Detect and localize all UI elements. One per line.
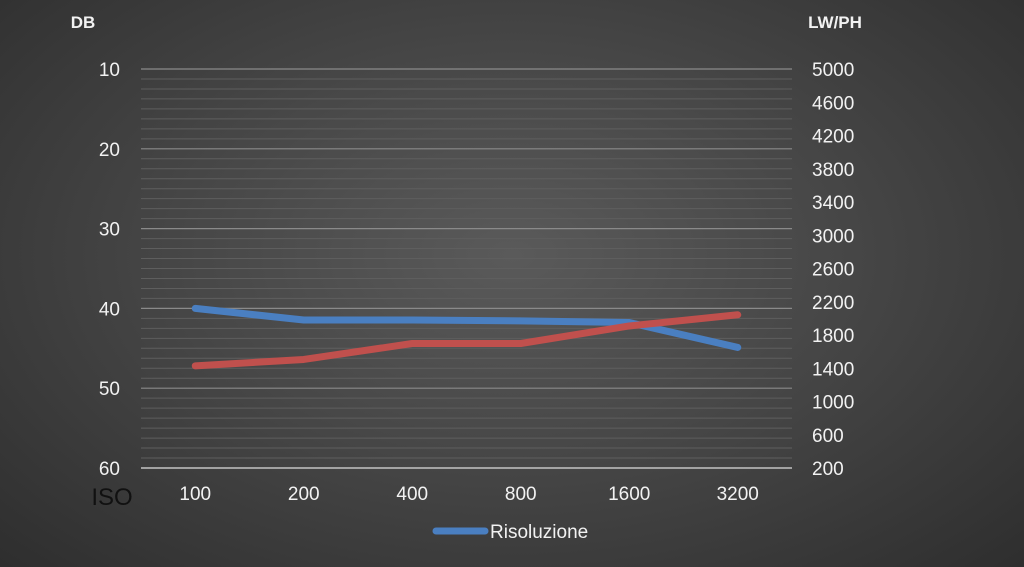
right-tick-label: 4200 xyxy=(812,127,854,148)
left-tick-label: 20 xyxy=(99,140,120,161)
left-tick-label: 50 xyxy=(99,379,120,400)
left-axis-ticks: 10 20 30 40 50 60 xyxy=(99,60,120,480)
x-tick-label: 100 xyxy=(179,484,211,505)
legend-label-risoluzione: Risoluzione xyxy=(490,522,588,543)
right-tick-label: 3400 xyxy=(812,193,854,214)
x-tick-label: 200 xyxy=(288,484,320,505)
series-line-2 xyxy=(191,311,742,370)
x-tick-label: 400 xyxy=(396,484,428,505)
right-tick-label: 4600 xyxy=(812,93,854,114)
x-axis-iso-label: ISO xyxy=(91,484,132,511)
x-axis-ticks: 100 200 400 800 1600 3200 xyxy=(179,484,758,505)
right-tick-label: 200 xyxy=(812,459,844,480)
left-tick-label: 30 xyxy=(99,220,120,241)
right-tick-label: 1800 xyxy=(812,326,854,347)
right-tick-label: 2600 xyxy=(812,260,854,281)
right-tick-label: 2200 xyxy=(812,293,854,314)
x-tick-label: 1600 xyxy=(608,484,650,505)
right-tick-label: 3000 xyxy=(812,226,854,247)
gridlines xyxy=(141,68,792,469)
series-lines xyxy=(191,304,742,370)
x-tick-label: 800 xyxy=(505,484,537,505)
right-axis-title: LW/PH xyxy=(808,13,862,32)
left-tick-label: 40 xyxy=(99,299,120,320)
right-tick-label: 5000 xyxy=(812,60,854,81)
legend: Risoluzione xyxy=(432,522,588,543)
left-tick-label: 10 xyxy=(99,60,120,81)
right-tick-label: 3800 xyxy=(812,160,854,181)
right-tick-label: 600 xyxy=(812,426,844,447)
right-axis-ticks: 5000 4600 4200 3800 3400 3000 2600 2200 1800 1400… xyxy=(812,60,854,480)
left-tick-label: 60 xyxy=(99,459,120,480)
right-tick-label: 1000 xyxy=(812,393,854,414)
right-tick-label: 1400 xyxy=(812,359,854,380)
x-tick-label: 3200 xyxy=(717,484,759,505)
left-axis-title: DB xyxy=(71,13,96,32)
